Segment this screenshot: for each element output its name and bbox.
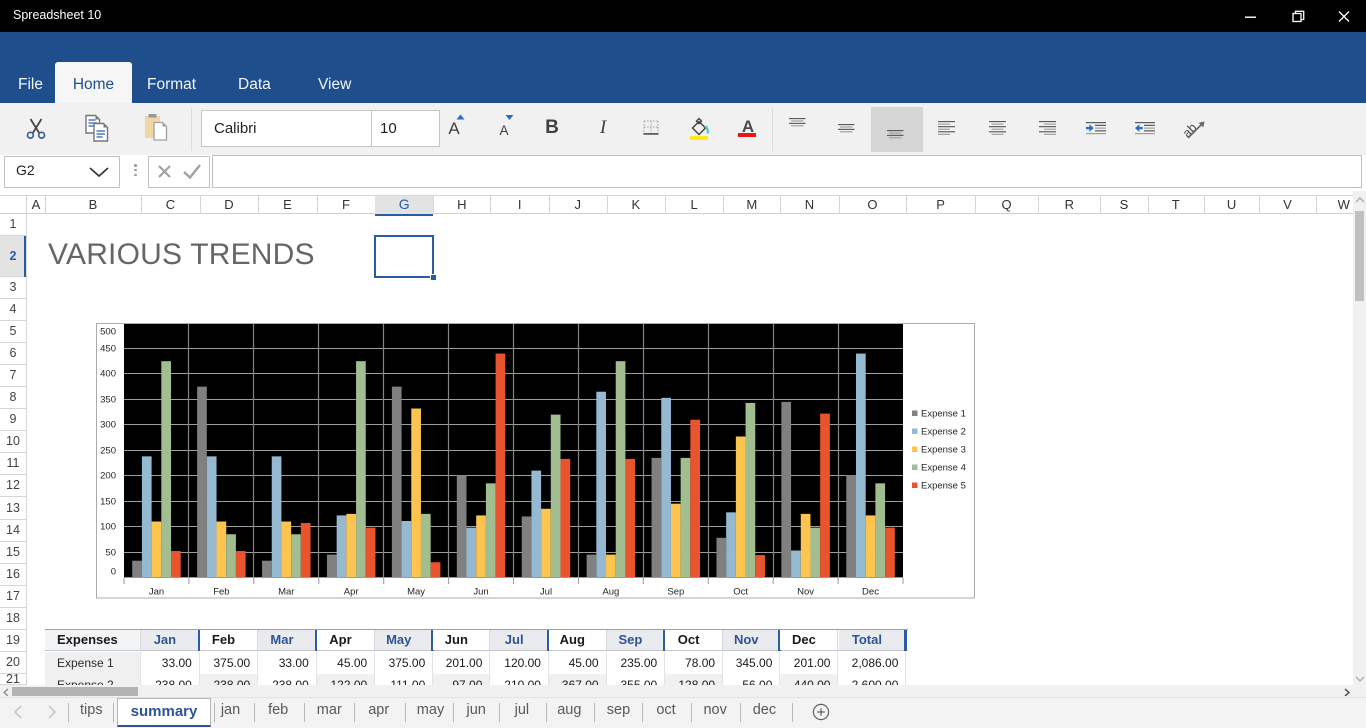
svg-text:0: 0 [111, 567, 116, 578]
svg-text:Expense 5: Expense 5 [921, 481, 966, 492]
svg-text:300: 300 [100, 420, 116, 431]
svg-text:Mar: Mar [278, 587, 294, 598]
svg-text:Feb: Feb [213, 587, 229, 598]
svg-text:Oct: Oct [733, 587, 748, 598]
svg-text:Jul: Jul [540, 587, 552, 598]
svg-text:450: 450 [100, 344, 116, 355]
svg-text:Apr: Apr [344, 587, 359, 598]
svg-text:Jan: Jan [149, 587, 164, 598]
svg-text:Aug: Aug [602, 587, 619, 598]
svg-text:May: May [407, 587, 425, 598]
svg-text:50: 50 [105, 548, 116, 559]
svg-text:Nov: Nov [797, 587, 814, 598]
svg-text:Sep: Sep [667, 587, 684, 598]
svg-text:200: 200 [100, 471, 116, 482]
svg-text:150: 150 [100, 497, 116, 508]
svg-text:500: 500 [100, 327, 116, 338]
svg-text:Expense 4: Expense 4 [921, 463, 966, 474]
svg-text:Expense 2: Expense 2 [921, 427, 966, 438]
svg-text:100: 100 [100, 522, 116, 533]
svg-text:Expense 3: Expense 3 [921, 445, 966, 456]
svg-text:Jun: Jun [473, 587, 488, 598]
svg-text:Expense 1: Expense 1 [921, 409, 966, 420]
svg-text:Dec: Dec [862, 587, 879, 598]
svg-text:350: 350 [100, 395, 116, 406]
svg-text:250: 250 [100, 446, 116, 457]
svg-text:400: 400 [100, 369, 116, 380]
